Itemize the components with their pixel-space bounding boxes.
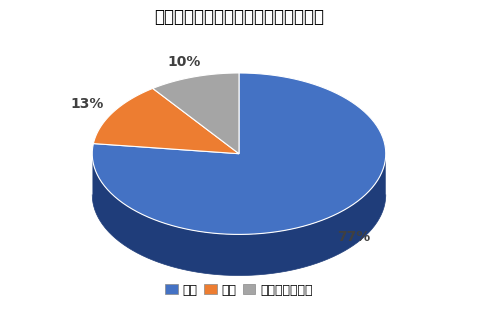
Text: 10%: 10% bbox=[168, 55, 201, 69]
Legend: 満足, 不満, どちらでもない: 満足, 不満, どちらでもない bbox=[160, 279, 318, 302]
Polygon shape bbox=[92, 155, 386, 276]
Text: 77%: 77% bbox=[337, 231, 370, 244]
Text: 13%: 13% bbox=[71, 97, 104, 111]
Polygon shape bbox=[93, 88, 239, 154]
Polygon shape bbox=[92, 73, 386, 235]
Title: ハスラーのエクステリアの満斶度調査: ハスラーのエクステリアの満斶度調査 bbox=[154, 8, 324, 26]
Polygon shape bbox=[153, 73, 239, 154]
